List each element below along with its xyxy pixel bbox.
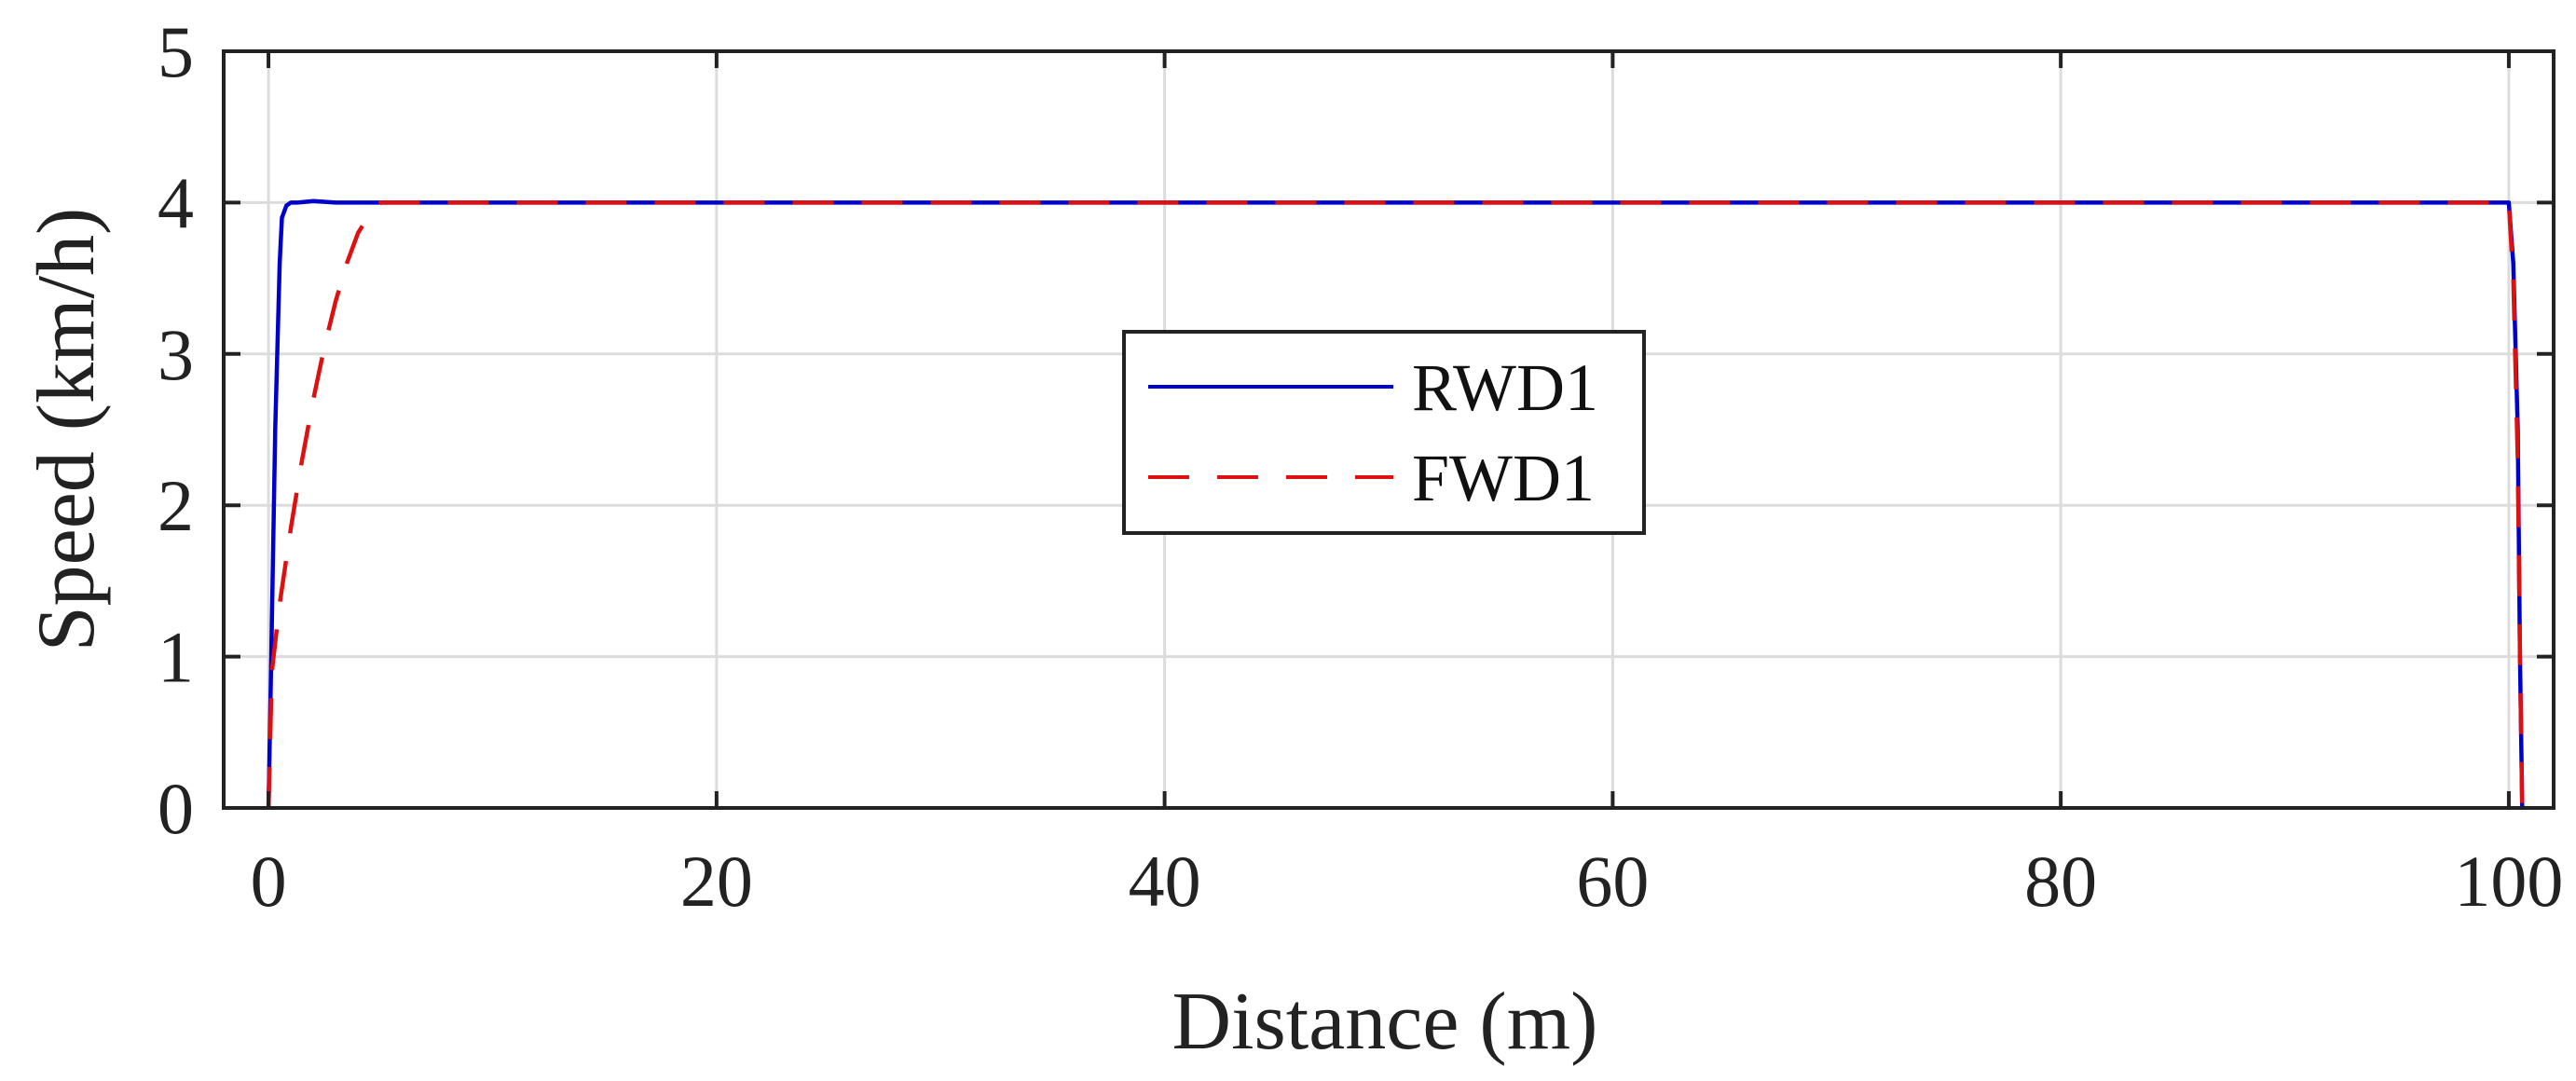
y-tick-labels: 0 1 2 3 4 5 [158, 11, 194, 849]
legend-label-rwd1: RWD1 [1412, 350, 1598, 425]
y-tick-label: 4 [158, 162, 194, 243]
x-tick-label: 80 [2024, 841, 2097, 922]
x-tick-label: 20 [680, 841, 753, 922]
legend-label-fwd1: FWD1 [1412, 441, 1595, 515]
y-tick-label: 1 [158, 617, 194, 698]
x-tick-label: 40 [1129, 841, 1201, 922]
x-tick-labels: 0 20 40 60 80 100 [251, 841, 2564, 922]
x-axis-title: Distance (m) [1172, 977, 1598, 1067]
axis-ticks [224, 49, 2554, 810]
plot-frame [222, 49, 2555, 810]
y-tick-label: 0 [158, 768, 194, 849]
y-tick-label: 2 [158, 465, 194, 546]
y-tick-label: 3 [158, 314, 194, 395]
series-line-rwd1 [266, 198, 2525, 809]
legend: RWD1 FWD1 [1122, 330, 1646, 535]
series-line-fwd1 [266, 200, 2525, 809]
series-lines [266, 198, 2525, 809]
x-tick-label: 0 [251, 841, 287, 922]
x-tick-label: 100 [2454, 841, 2563, 922]
y-axis-title: Speed (km/h) [21, 208, 112, 652]
x-tick-label: 60 [1576, 841, 1649, 922]
y-tick-label: 5 [158, 11, 194, 92]
legend-box [1122, 330, 1646, 535]
